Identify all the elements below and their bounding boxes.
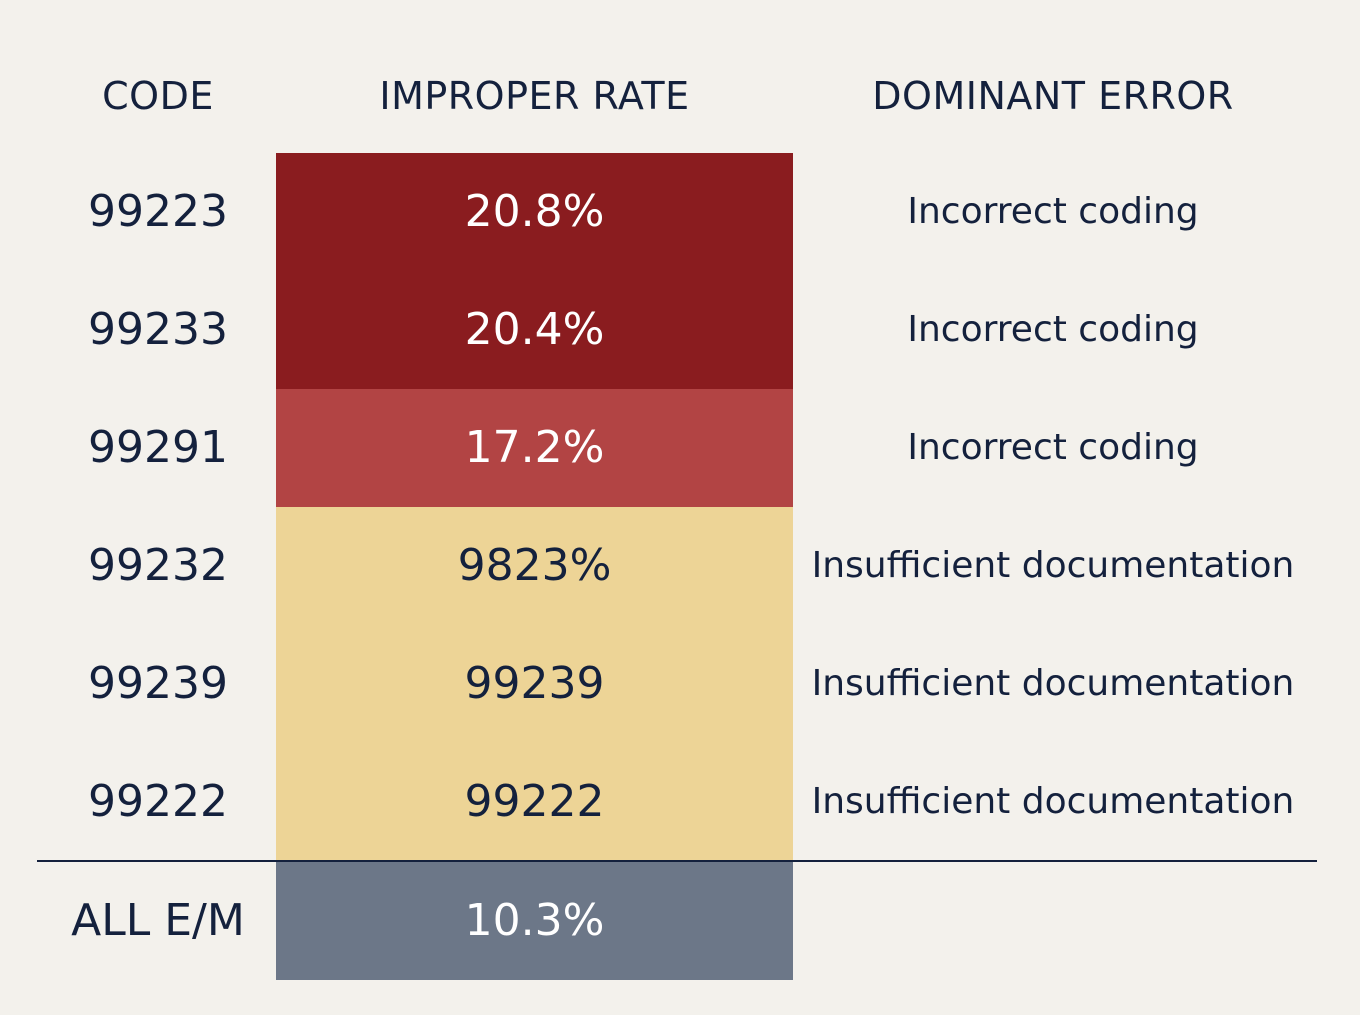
- error-cell: Incorrect coding: [907, 427, 1199, 468]
- error-cell: Insufficient documentation: [811, 545, 1295, 586]
- header-dominant-error: DOMINANT ERROR: [872, 74, 1234, 118]
- table-row: 99239 99239 Insufficient documentation: [0, 625, 1360, 743]
- rate-cell: 20.8%: [276, 153, 793, 271]
- error-cell: Incorrect coding: [907, 309, 1199, 350]
- rate-cell: 17.2%: [276, 389, 793, 507]
- total-error-cell: [793, 862, 1313, 980]
- total-row: ALL E/M 10.3%: [0, 862, 1360, 980]
- code-cell: 99222: [88, 776, 228, 827]
- code-cell: 99223: [88, 186, 228, 237]
- table-row: 99291 17.2% Incorrect coding: [0, 389, 1360, 507]
- code-cell: 99291: [88, 422, 228, 473]
- table-row: 99223 20.8% Incorrect coding: [0, 153, 1360, 271]
- rate-cell: 99239: [276, 625, 793, 743]
- table-divider: [37, 860, 1317, 862]
- table-row: 99222 99222 Insufficient documentation: [0, 743, 1360, 861]
- table-row: 99232 9823% Insufficient documentation: [0, 507, 1360, 625]
- error-cell: Incorrect coding: [907, 191, 1199, 232]
- header-improper-rate: IMPROPER RATE: [379, 74, 690, 118]
- total-code-cell: ALL E/M: [71, 895, 245, 946]
- rate-cell: 99222: [276, 743, 793, 861]
- rate-cell: 9823%: [276, 507, 793, 625]
- rate-cell: 20.4%: [276, 271, 793, 389]
- table-row: 99233 20.4% Incorrect coding: [0, 271, 1360, 389]
- code-cell: 99232: [88, 540, 228, 591]
- code-cell: 99233: [88, 304, 228, 355]
- error-cell: Insufficient documentation: [811, 781, 1295, 822]
- error-cell: Insufficient documentation: [811, 663, 1295, 704]
- code-cell: 99239: [88, 658, 228, 709]
- total-rate-cell: 10.3%: [276, 862, 793, 980]
- header-code: CODE: [102, 74, 214, 118]
